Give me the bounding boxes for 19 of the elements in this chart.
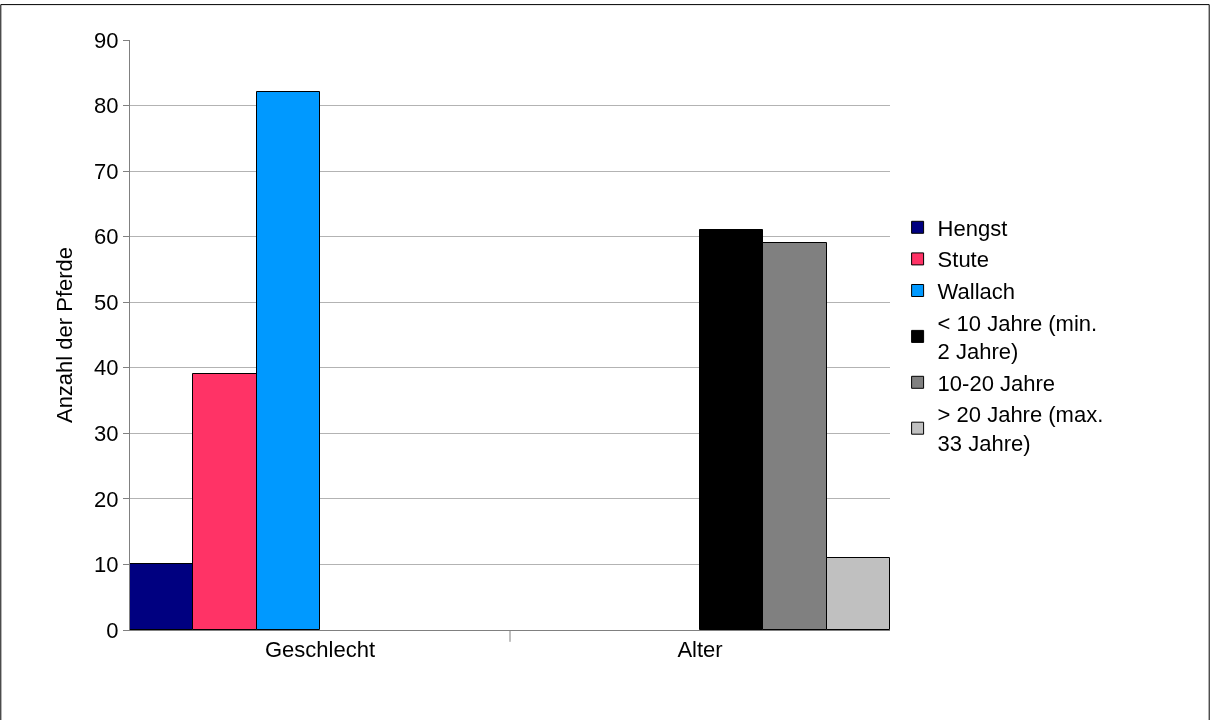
y-tick-label: 0: [106, 617, 119, 643]
y-tick-label: 30: [94, 421, 119, 447]
legend-label: Stute: [937, 247, 989, 273]
legend-label: Hengst: [937, 215, 1008, 241]
legend-label: < 10 Jahre (min. 2 Jahre): [937, 310, 1098, 365]
x-tick-label: Alter: [677, 637, 723, 663]
y-tick-label: 90: [94, 27, 119, 53]
legend-label: Wallach: [937, 279, 1016, 305]
y-tick-label: 20: [94, 486, 119, 512]
y-tick-label: 60: [94, 224, 119, 250]
y-tick-label: 80: [94, 93, 119, 119]
y-tick-label: 50: [94, 289, 119, 315]
legend-label: 10-20 Jahre: [937, 370, 1056, 396]
y-axis-title: Anzahl der Pferde: [51, 246, 77, 424]
x-tick-label: Geschlecht: [264, 637, 376, 663]
y-tick-label: 10: [94, 552, 119, 578]
y-tick-label: 40: [94, 355, 119, 381]
legend-label: > 20 Jahre (max. 33 Jahre): [937, 402, 1104, 457]
y-tick-label: 70: [94, 158, 119, 184]
